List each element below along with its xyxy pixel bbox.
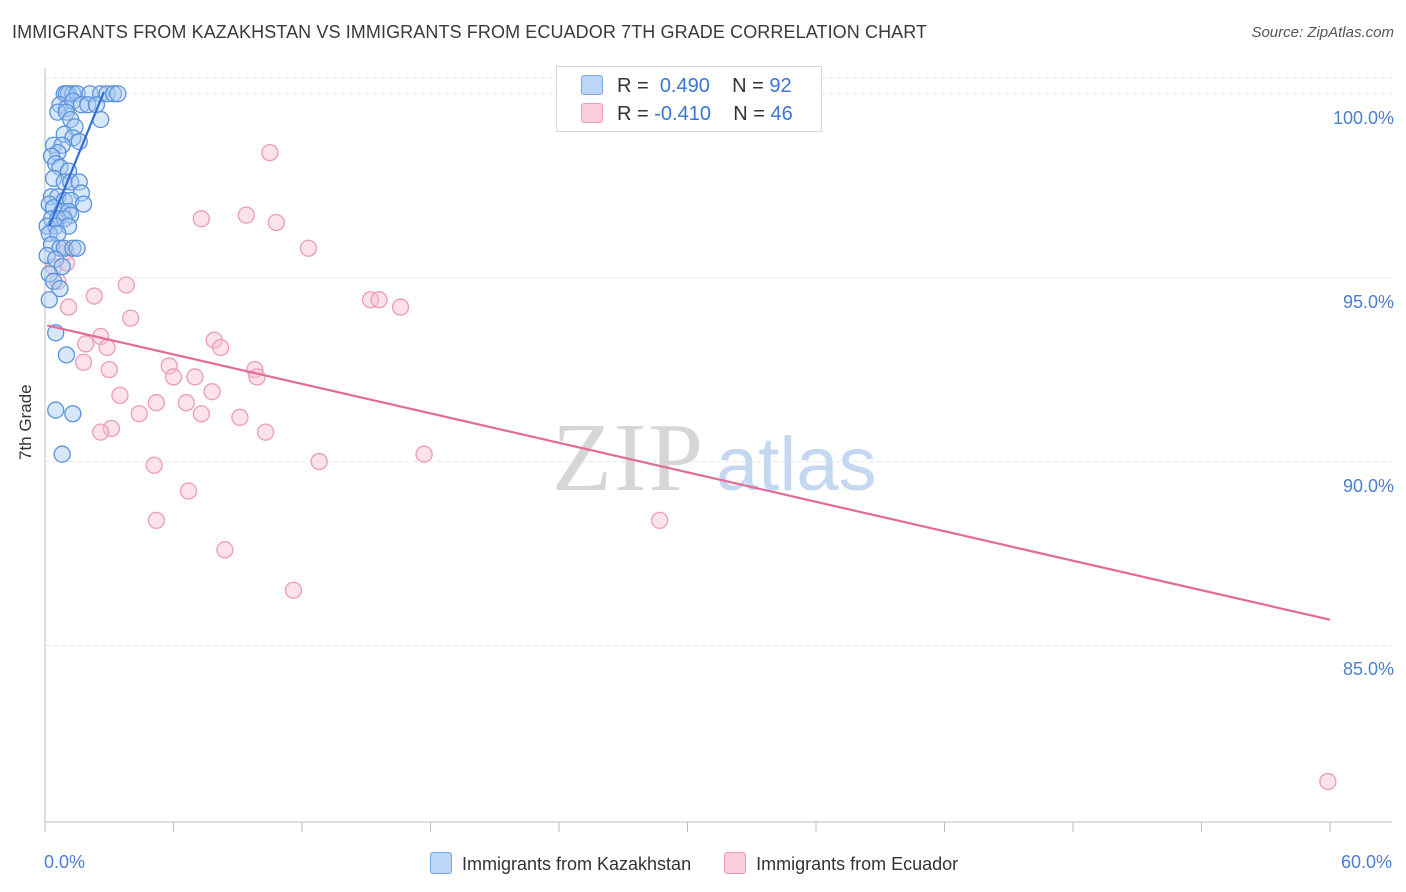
kazakhstan-point [53,257,71,276]
ecuador-point [651,511,669,530]
ecuador-point [122,309,140,327]
kazakhstan-point [51,239,69,257]
legend-item-kazakhstan: Immigrants from Kazakhstan [430,852,691,875]
kazakhstan-point [55,125,73,143]
watermark: ZIP atlas [552,404,877,512]
ecuador-point [77,335,95,353]
gridlines [45,77,1392,646]
kazakhstan-point [74,195,93,213]
x-tick-max: 60.0% [1340,852,1392,872]
ecuador-point [192,210,210,228]
kazakhstan-trend-line [48,91,105,227]
ecuador-point [203,383,221,401]
source-label: Source: ZipAtlas.com [1251,24,1394,41]
ecuador-point [147,511,166,530]
legend-swatch-kazakhstan [581,75,603,95]
ecuador-point [92,423,110,441]
ecuador-point [216,541,234,559]
legend-swatch-kazakhstan [430,852,452,874]
ecuador-point [160,357,178,375]
watermark-atlas: atlas [716,422,877,507]
kazakhstan-point [109,85,127,103]
ecuador-point [1319,772,1337,791]
ecuador-point [145,456,163,474]
ecuador-trend-line [46,324,1331,621]
ecuador-point [415,445,433,463]
ecuador-point [74,353,93,371]
n-label: N = [732,75,764,97]
x-tick-min: 0.0% [44,852,86,872]
ecuador-point [177,394,196,412]
ecuador-point [98,338,116,357]
ecuador-point [130,405,148,423]
legend-item-ecuador: Immigrants from Ecuador [724,852,958,875]
ecuador-point [237,206,255,224]
chart-title: IMMIGRANTS FROM KAZAKHSTAN VS IMMIGRANTS… [12,22,928,42]
ecuador-point [391,298,410,316]
ecuador-point [284,581,303,599]
y-tick-label-95: 95.0% [1342,291,1394,312]
kazakhstan-point [47,401,65,419]
ecuador-point [59,298,78,316]
ecuador-point [179,482,198,500]
ecuador-point [267,213,285,232]
kazakhstan-point [72,96,91,114]
kazakhstan-point [51,280,69,298]
r-label: R = [617,75,649,97]
correlation-legend: R = 0.490 N = 92 R = -0.410 N = 46 [556,66,822,132]
n-value-kazakhstan: 92 [769,75,792,97]
kazakhstan-point [44,169,63,187]
ecuador-point [164,368,183,386]
ecuador-point [192,405,210,423]
r-value-ecuador: -0.410 [654,103,711,125]
kazakhstan-point [57,346,76,364]
ecuador-point [100,360,118,379]
ecuador-point [231,408,249,427]
ecuador-point [211,338,230,357]
trend-lines [46,91,1331,621]
kazakhstan-point [70,173,88,191]
ecuador-point [186,368,204,386]
y-tick-label-90: 90.0% [1342,475,1394,496]
kazakhstan-point [64,239,82,257]
y-tick-label-100: 100.0% [1332,107,1394,128]
legend-row-kazakhstan: R = 0.490 N = 92 [581,75,792,98]
kazakhstan-point [40,291,58,309]
kazakhstan-point [68,239,86,257]
r-label: R = [617,103,649,125]
legend-label-kazakhstan: Immigrants from Kazakhstan [462,854,692,874]
ecuador-point [370,291,388,309]
n-label: N = [733,103,765,125]
ecuador-point [117,276,136,294]
ecuador-point [256,423,275,441]
r-value-kazakhstan: 0.490 [659,75,710,97]
ecuador-points [44,143,1337,791]
legend-swatch-ecuador [724,852,747,874]
series-legend: Immigrants from Kazakhstan Immigrants fr… [430,852,986,875]
ecuador-point [147,394,166,412]
ecuador-point [310,452,328,471]
ecuador-point [85,287,103,305]
kazakhstan-point [53,445,71,463]
legend-row-ecuador: R = -0.410 N = 46 [581,103,793,126]
legend-swatch-ecuador [581,103,603,123]
ecuador-point [102,419,121,438]
kazakhstan-point [64,405,82,423]
legend-label-ecuador: Immigrants from Ecuador [756,854,959,874]
axes [44,68,1392,832]
n-value-ecuador: 46 [770,103,793,125]
kazakhstan-point [104,85,123,103]
kazakhstan-point [38,246,56,265]
ecuador-point [299,239,318,257]
y-tick-label-85: 85.0% [1342,659,1394,680]
ecuador-point [261,143,279,162]
ecuador-point [111,386,129,404]
